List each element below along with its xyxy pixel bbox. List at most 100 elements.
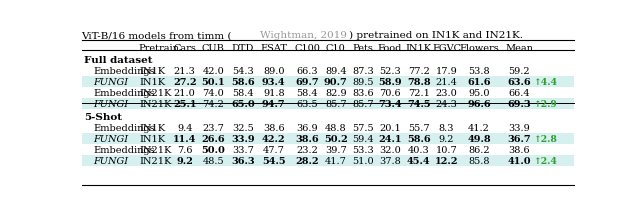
Bar <box>81 98 575 109</box>
Text: 91.8: 91.8 <box>263 89 285 98</box>
Text: IN21K: IN21K <box>140 157 172 166</box>
Text: 33.9: 33.9 <box>231 135 255 144</box>
Text: 65.0: 65.0 <box>231 100 255 109</box>
Text: 38.6: 38.6 <box>295 135 319 144</box>
Text: 41.0: 41.0 <box>508 157 531 166</box>
Text: 63.5: 63.5 <box>296 100 318 109</box>
Text: 23.2: 23.2 <box>296 146 318 155</box>
Text: 12.2: 12.2 <box>435 157 458 166</box>
Text: 66.3: 66.3 <box>296 67 318 76</box>
Text: 36.3: 36.3 <box>231 157 255 166</box>
Text: 36.9: 36.9 <box>296 124 318 133</box>
Text: 47.7: 47.7 <box>263 146 285 155</box>
Text: 24.1: 24.1 <box>378 135 402 144</box>
Text: 5-Shot: 5-Shot <box>84 113 122 122</box>
Text: 9.2: 9.2 <box>176 157 193 166</box>
Text: 9.4: 9.4 <box>177 124 193 133</box>
Text: 21.0: 21.0 <box>173 89 195 98</box>
Text: 58.6: 58.6 <box>407 135 431 144</box>
Text: 66.4: 66.4 <box>509 89 530 98</box>
Text: ↑2.8: ↑2.8 <box>533 135 557 144</box>
Text: 24.3: 24.3 <box>436 100 458 109</box>
Text: 59.2: 59.2 <box>509 67 530 76</box>
Text: ↑2.9: ↑2.9 <box>533 100 557 109</box>
Text: FGVC: FGVC <box>432 44 461 53</box>
Text: Wightman, 2019: Wightman, 2019 <box>260 31 347 40</box>
Text: 61.6: 61.6 <box>467 78 491 87</box>
Bar <box>81 133 575 144</box>
Text: 41.2: 41.2 <box>468 124 490 133</box>
Text: Mean: Mean <box>506 44 533 53</box>
Text: 51.0: 51.0 <box>352 157 374 166</box>
Text: ViT-B/16 models from timm (: ViT-B/16 models from timm ( <box>81 31 232 40</box>
Text: Cars: Cars <box>173 44 196 53</box>
Text: 21.3: 21.3 <box>173 67 196 76</box>
Text: 69.7: 69.7 <box>295 78 319 87</box>
Text: FUNGI: FUNGI <box>93 78 128 87</box>
Text: 23.0: 23.0 <box>436 89 458 98</box>
Text: CUB: CUB <box>202 44 225 53</box>
Text: 37.8: 37.8 <box>379 157 401 166</box>
Text: 38.6: 38.6 <box>509 146 530 155</box>
Text: 48.8: 48.8 <box>325 124 347 133</box>
Text: ↑4.4: ↑4.4 <box>533 78 557 87</box>
Text: Embeddings: Embeddings <box>93 146 155 155</box>
Text: IN21K: IN21K <box>140 146 172 155</box>
Text: Food: Food <box>378 44 402 53</box>
Text: 7.6: 7.6 <box>177 146 193 155</box>
Text: ESAT: ESAT <box>260 44 287 53</box>
Text: 59.4: 59.4 <box>352 135 374 144</box>
Text: 17.9: 17.9 <box>436 67 458 76</box>
Text: 39.7: 39.7 <box>325 146 347 155</box>
Text: 42.2: 42.2 <box>262 135 285 144</box>
Text: Flowers: Flowers <box>460 44 499 53</box>
Text: 45.4: 45.4 <box>407 157 431 166</box>
Text: 25.1: 25.1 <box>173 100 196 109</box>
Text: 53.8: 53.8 <box>468 67 490 76</box>
Text: 83.6: 83.6 <box>352 89 374 98</box>
Bar <box>81 76 575 87</box>
Text: 87.3: 87.3 <box>352 67 374 76</box>
Text: 50.0: 50.0 <box>202 146 225 155</box>
Text: 54.5: 54.5 <box>262 157 285 166</box>
Text: 78.8: 78.8 <box>407 78 431 87</box>
Text: Embeddings: Embeddings <box>93 124 155 133</box>
Text: Embeddings: Embeddings <box>93 89 155 98</box>
Text: 36.7: 36.7 <box>508 135 531 144</box>
Text: 58.4: 58.4 <box>296 89 318 98</box>
Text: 50.1: 50.1 <box>202 78 225 87</box>
Text: 27.2: 27.2 <box>173 78 196 87</box>
Text: 9.2: 9.2 <box>439 135 454 144</box>
Text: 89.5: 89.5 <box>352 78 374 87</box>
Text: 74.5: 74.5 <box>407 100 431 109</box>
Text: 90.7: 90.7 <box>324 78 348 87</box>
Text: 42.0: 42.0 <box>202 67 224 76</box>
Text: 49.8: 49.8 <box>467 135 491 144</box>
Text: IN1K: IN1K <box>140 135 166 144</box>
Text: 28.2: 28.2 <box>295 157 319 166</box>
Text: 23.7: 23.7 <box>202 124 224 133</box>
Bar <box>81 155 575 166</box>
Text: 48.5: 48.5 <box>202 157 224 166</box>
Text: 8.3: 8.3 <box>439 124 454 133</box>
Text: 96.6: 96.6 <box>467 100 491 109</box>
Text: 32.0: 32.0 <box>379 146 401 155</box>
Text: 20.1: 20.1 <box>379 124 401 133</box>
Text: 82.9: 82.9 <box>325 89 347 98</box>
Text: 58.9: 58.9 <box>378 78 402 87</box>
Text: 32.5: 32.5 <box>232 124 253 133</box>
Text: 55.7: 55.7 <box>408 124 429 133</box>
Text: 69.3: 69.3 <box>508 100 531 109</box>
Text: ↑2.4: ↑2.4 <box>533 157 557 166</box>
Text: 72.1: 72.1 <box>408 89 429 98</box>
Text: 63.6: 63.6 <box>508 78 531 87</box>
Text: 58.6: 58.6 <box>231 78 255 87</box>
Text: 86.2: 86.2 <box>468 146 490 155</box>
Text: 54.3: 54.3 <box>232 67 253 76</box>
Text: Pets: Pets <box>353 44 373 53</box>
Text: 89.0: 89.0 <box>263 67 285 76</box>
Text: ) pretrained on IN1K and IN21K.: ) pretrained on IN1K and IN21K. <box>349 31 523 40</box>
Text: 21.4: 21.4 <box>436 78 458 87</box>
Text: 26.6: 26.6 <box>202 135 225 144</box>
Text: Pretrain: Pretrain <box>138 44 179 53</box>
